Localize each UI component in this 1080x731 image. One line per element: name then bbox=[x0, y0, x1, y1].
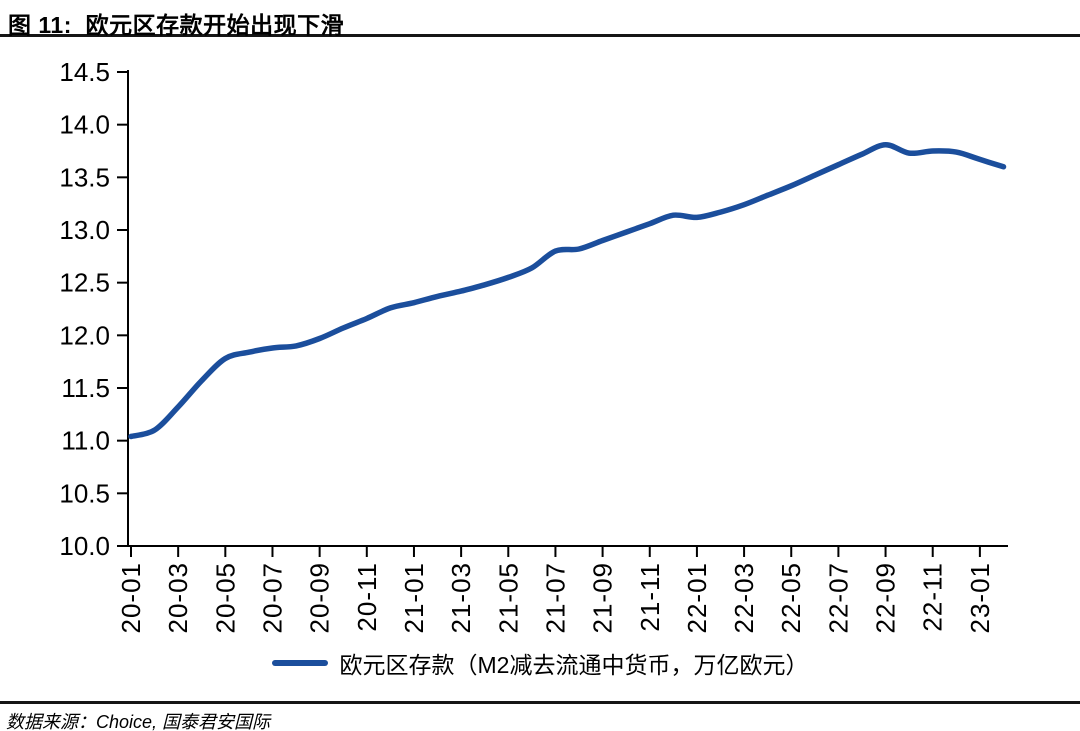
x-axis-label: 21-07 bbox=[540, 562, 570, 634]
x-axis-label: 22-11 bbox=[918, 562, 948, 632]
x-axis-label: 20-07 bbox=[257, 562, 287, 634]
x-axis-label: 21-01 bbox=[399, 562, 429, 634]
y-axis-label: 11.5 bbox=[61, 373, 110, 403]
x-axis-label: 21-03 bbox=[446, 562, 476, 634]
y-axis-label: 10.0 bbox=[59, 531, 110, 561]
x-axis-label: 21-05 bbox=[493, 562, 523, 634]
y-axis-label: 14.5 bbox=[59, 57, 110, 87]
y-axis-label: 12.5 bbox=[59, 268, 110, 298]
data-source-note: 数据来源：Choice, 国泰君安国际 bbox=[6, 712, 271, 731]
y-axis-label: 14.0 bbox=[59, 110, 110, 140]
x-axis-label: 23-01 bbox=[965, 562, 995, 634]
x-axis-label: 22-03 bbox=[729, 562, 759, 634]
y-axis-label: 13.5 bbox=[59, 162, 110, 192]
x-axis-label: 22-05 bbox=[776, 562, 806, 634]
legend-label: 欧元区存款（M2减去流通中货币，万亿欧元） bbox=[339, 652, 809, 678]
y-axis-label: 10.5 bbox=[59, 478, 110, 508]
x-axis-label: 20-01 bbox=[116, 562, 146, 634]
x-axis-label: 21-11 bbox=[635, 562, 665, 632]
source-bar: 数据来源：Choice, 国泰君安国际 bbox=[0, 701, 1080, 731]
x-axis-label: 20-09 bbox=[305, 562, 335, 634]
x-axis-label: 22-07 bbox=[823, 562, 853, 634]
chart-legend: 欧元区存款（M2减去流通中货币，万亿欧元） bbox=[0, 645, 1080, 681]
data-line bbox=[128, 141, 1007, 440]
figure-title-bar: 图 11: 欧元区存款开始出现下滑 bbox=[0, 0, 1080, 38]
x-axis-label: 22-01 bbox=[682, 562, 712, 634]
x-axis-label: 20-03 bbox=[163, 562, 193, 634]
x-axis-label: 22-09 bbox=[871, 562, 901, 634]
y-axis-label: 11.0 bbox=[61, 426, 110, 456]
legend-line-swatch bbox=[271, 660, 328, 666]
y-axis-label: 13.0 bbox=[59, 215, 110, 245]
x-axis-label: 20-05 bbox=[210, 562, 240, 634]
x-axis-label: 20-11 bbox=[352, 562, 382, 632]
figure-title: 图 11: 欧元区存款开始出现下滑 bbox=[8, 12, 345, 38]
y-axis-label: 12.0 bbox=[59, 320, 110, 350]
x-axis-label: 21-09 bbox=[588, 562, 618, 634]
